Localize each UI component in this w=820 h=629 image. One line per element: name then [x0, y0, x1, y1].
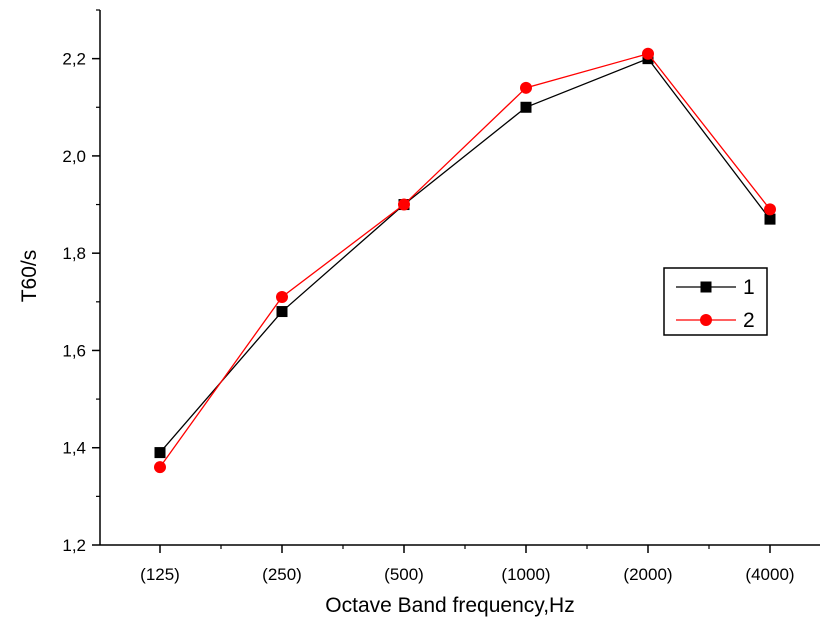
axes: [99, 10, 820, 546]
series-1-point: [764, 213, 776, 225]
series-group: [154, 47, 776, 474]
series-2-point: [276, 290, 288, 303]
legend: 12: [663, 267, 768, 336]
x-tick-label: (125): [140, 565, 180, 584]
x-tick-label: (2000): [623, 565, 672, 584]
y-tick-label: 1,4: [62, 439, 86, 458]
series-1-point: [276, 306, 288, 318]
x-ticks: (125) (250) (500) (1000) (2000) (4000): [140, 545, 795, 584]
series-2-point: [154, 461, 166, 474]
y-tick-label: 1,8: [62, 244, 86, 263]
series-2-point: [642, 47, 654, 60]
y-tick-label: 1,2: [62, 536, 86, 555]
x-tick-label: (4000): [745, 565, 794, 584]
series-1-point: [520, 101, 532, 113]
legend-box: [663, 267, 768, 336]
legend-marker: [700, 281, 712, 293]
series-2-point: [398, 198, 410, 211]
x-tick-label: (500): [384, 565, 424, 584]
y-ticks: 1,2 1,4 1,6 1,8 2,0 2,2: [62, 9, 100, 555]
x-axis-label: Octave Band frequency,Hz: [325, 594, 574, 617]
series-1-point: [154, 447, 166, 459]
series-2-point: [764, 203, 776, 216]
legend-marker: [700, 314, 712, 326]
legend-label: 2: [743, 309, 755, 332]
legend-label: 1: [743, 276, 755, 299]
y-tick-label: 2,2: [62, 50, 86, 69]
series-2-line: [159, 53, 771, 468]
x-tick-label: (1000): [501, 565, 550, 584]
x-tick-label: (250): [262, 565, 302, 584]
y-tick-label: 2,0: [62, 147, 86, 166]
series-2-point: [520, 81, 532, 94]
y-axis-label: T60/s: [18, 250, 41, 303]
series-1-line: [159, 57, 771, 454]
y-tick-label: 1,6: [62, 341, 86, 360]
